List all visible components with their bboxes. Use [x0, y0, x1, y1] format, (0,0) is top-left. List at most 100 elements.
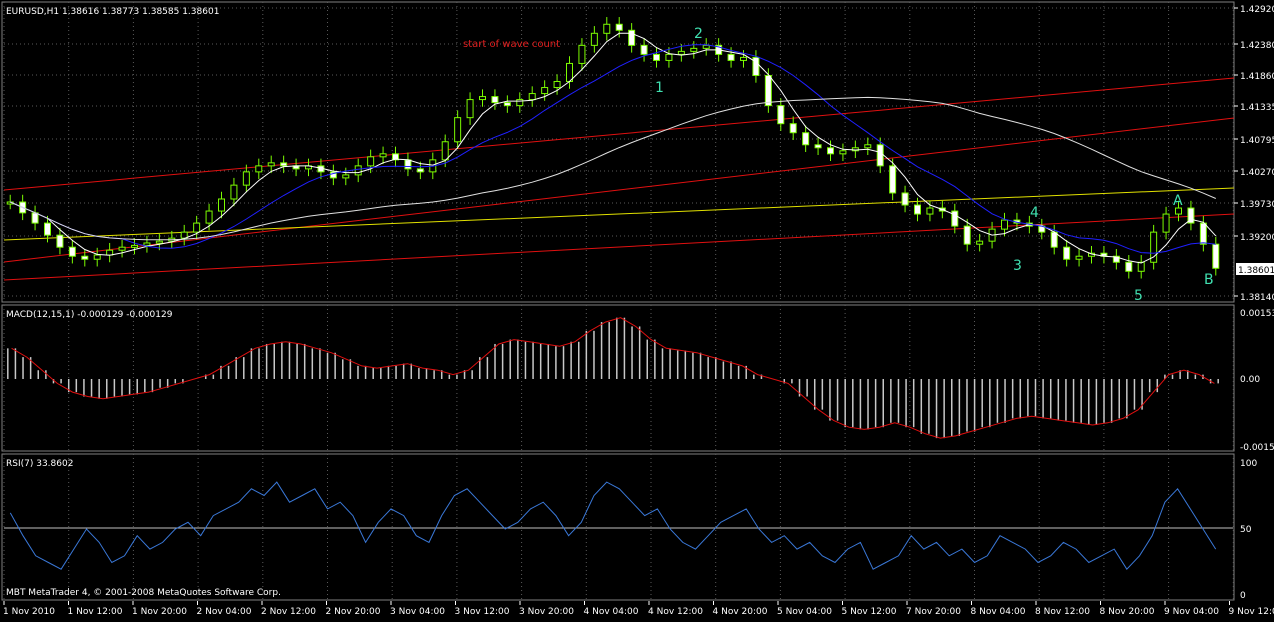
candle-body	[281, 163, 287, 166]
macd-pane-border	[2, 305, 1234, 451]
candle-body	[1138, 262, 1144, 271]
time-tick-label: 3 Nov 20:00	[519, 607, 574, 617]
moving-average-line	[10, 33, 1216, 263]
rsi-pane-border	[2, 454, 1234, 600]
rsi-header: RSI(7) 33.8602	[6, 459, 73, 469]
candle-body	[865, 145, 871, 148]
candle-body	[57, 235, 63, 247]
price-tick-label: 1.41860	[1240, 72, 1274, 82]
candle-body	[616, 24, 622, 30]
candle-body	[69, 247, 75, 256]
channel-line	[4, 214, 1234, 280]
candle-body	[1126, 262, 1132, 271]
price-axis: 1.429201.423801.418601.413351.407951.402…	[1234, 5, 1274, 601]
candle-body	[1064, 247, 1070, 259]
candle-body	[604, 24, 610, 33]
candle-body	[927, 208, 933, 214]
candle-body	[380, 154, 386, 157]
macd-signal-line	[12, 318, 1215, 438]
candle-body	[741, 57, 747, 60]
macd-tick-label: 0.00153	[1240, 309, 1274, 319]
time-tick-label: 9 Nov 04:00	[1164, 607, 1219, 617]
annotation-start-of-wave-count: start of wave count	[463, 39, 560, 50]
footer-copyright: MBT MetaTrader 4, © 2001-2008 MetaQuotes…	[6, 588, 281, 598]
time-tick-label: 8 Nov 12:00	[1035, 607, 1090, 617]
time-tick-label: 2 Nov 04:00	[197, 607, 252, 617]
time-tick-label: 4 Nov 20:00	[713, 607, 768, 617]
wave-label-2: 2	[694, 26, 703, 42]
channel-line	[4, 188, 1234, 240]
price-tick-label: 1.39200	[1240, 233, 1274, 243]
channel-line	[4, 78, 1234, 190]
price-tick-label: 1.40270	[1240, 168, 1274, 178]
candle-body	[256, 166, 262, 172]
macd-tick-label: 0.00	[1240, 375, 1260, 385]
candle-body	[206, 211, 212, 223]
candle-body	[1200, 223, 1206, 244]
candle-body	[803, 133, 809, 145]
rsi-tick-label: 0	[1240, 591, 1246, 601]
price-tick-label: 1.42380	[1240, 41, 1274, 51]
candle-body	[442, 142, 448, 160]
candle-body	[542, 88, 548, 94]
candle-body	[629, 30, 635, 45]
macd-histogram	[8, 318, 1218, 438]
candle-body	[977, 241, 983, 244]
candle-body	[952, 211, 958, 226]
candle-body	[1213, 244, 1219, 268]
candle-body	[32, 213, 38, 223]
candle-body	[579, 45, 585, 63]
candle-body	[1051, 232, 1057, 247]
time-tick-label: 9 Nov 12:00	[1229, 607, 1274, 617]
wave-label-A: A	[1173, 193, 1183, 209]
candle-body	[890, 166, 896, 193]
candle-body	[964, 226, 970, 244]
wave-label-4: 4	[1030, 205, 1039, 221]
main-header: EURUSD,H1 1.38616 1.38773 1.38585 1.3860…	[6, 7, 219, 17]
time-tick-label: 4 Nov 12:00	[648, 607, 703, 617]
candle-body	[765, 75, 771, 105]
candle-body	[691, 48, 697, 51]
time-tick-label: 1 Nov 12:00	[68, 607, 123, 617]
candle-body	[94, 255, 100, 259]
candle-body	[678, 51, 684, 54]
price-tick-label: 1.39730	[1240, 200, 1274, 210]
time-tick-label: 3 Nov 12:00	[455, 607, 510, 617]
candle-body	[504, 103, 510, 106]
candle-body	[703, 45, 709, 48]
candle-body	[355, 166, 361, 175]
candle-body	[268, 163, 274, 166]
time-tick-label: 3 Nov 04:00	[390, 607, 445, 617]
time-tick-label: 2 Nov 20:00	[326, 607, 381, 617]
candle-body	[840, 151, 846, 154]
candle-body	[156, 241, 162, 243]
grid-lines	[4, 2, 1233, 600]
candle-body	[915, 205, 921, 214]
price-tick-label: 1.42920	[1240, 5, 1274, 15]
wave-label-1: 1	[655, 80, 664, 96]
current-price-label: 1.38601	[1238, 266, 1274, 276]
price-tick-label: 1.40795	[1240, 136, 1274, 146]
candle-body	[815, 145, 821, 148]
rsi-series-line	[10, 482, 1215, 569]
time-tick-label: 8 Nov 20:00	[1100, 607, 1155, 617]
trend-channel-lines	[4, 78, 1234, 280]
candle-body	[666, 54, 672, 60]
time-tick-label: 5 Nov 12:00	[842, 607, 897, 617]
time-tick-label: 5 Nov 04:00	[777, 607, 832, 617]
candle-body	[119, 247, 125, 250]
rsi-line	[10, 482, 1215, 569]
candle-body	[877, 145, 883, 166]
macd-header: MACD(12,15,1) -0.000129 -0.000129	[6, 310, 173, 320]
wave-label-B: B	[1204, 272, 1214, 288]
candle-body	[1163, 214, 1169, 232]
candle-body	[467, 100, 473, 118]
candle-body	[219, 199, 225, 211]
wave-label-3: 3	[1013, 258, 1022, 274]
channel-line	[4, 118, 1234, 262]
candle-body	[641, 45, 647, 54]
macd-tick-label: -0.00153	[1240, 443, 1274, 453]
